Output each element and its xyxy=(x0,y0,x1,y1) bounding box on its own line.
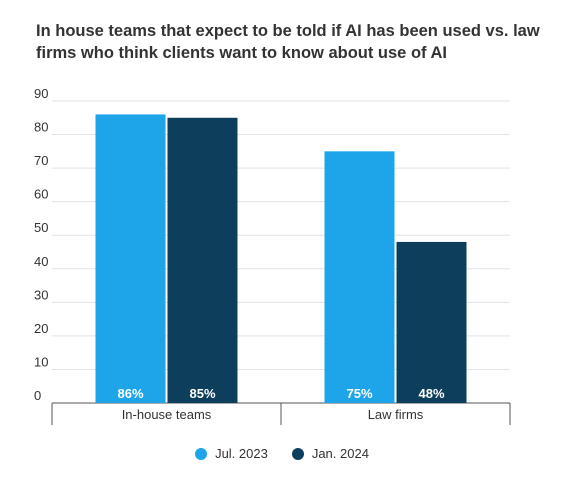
bar xyxy=(396,241,467,403)
chart-title: In house teams that expect to be told if… xyxy=(36,22,540,62)
y-tick-label: 30 xyxy=(34,287,48,302)
x-category-label: Law firms xyxy=(368,407,424,422)
bar xyxy=(324,151,395,403)
bar-data-label: 48% xyxy=(418,386,444,401)
bar xyxy=(167,117,238,404)
legend-label: Jan. 2024 xyxy=(311,446,369,461)
x-category-label: In-house teams xyxy=(122,407,212,422)
y-tick-label: 60 xyxy=(34,187,48,202)
legend-item[interactable]: Jan. 2024 xyxy=(291,446,369,461)
bar xyxy=(95,114,166,403)
y-tick-label: 0 xyxy=(34,388,41,403)
legend-label: Jul. 2023 xyxy=(215,446,268,461)
y-tick-label: 50 xyxy=(34,220,48,235)
legend-swatch xyxy=(195,447,208,460)
y-tick-label: 20 xyxy=(34,321,48,336)
bar-data-label: 75% xyxy=(346,386,372,401)
chart-legend: Jul. 2023 Jan. 2024 xyxy=(0,446,564,461)
bar-data-label: 85% xyxy=(189,386,215,401)
legend-item[interactable]: Jul. 2023 xyxy=(195,446,268,461)
bar-chart: 0 10 20 30 40 50 60 70 80 90 86% 85% In-house teams 7… xyxy=(34,86,511,425)
y-tick-label: 10 xyxy=(34,354,48,369)
y-tick-label: 80 xyxy=(34,120,48,135)
bar-data-label: 86% xyxy=(117,386,143,401)
y-tick-label: 40 xyxy=(34,254,48,269)
y-tick-label: 70 xyxy=(34,153,48,168)
legend-swatch xyxy=(291,447,304,460)
y-tick-label: 90 xyxy=(34,86,48,101)
